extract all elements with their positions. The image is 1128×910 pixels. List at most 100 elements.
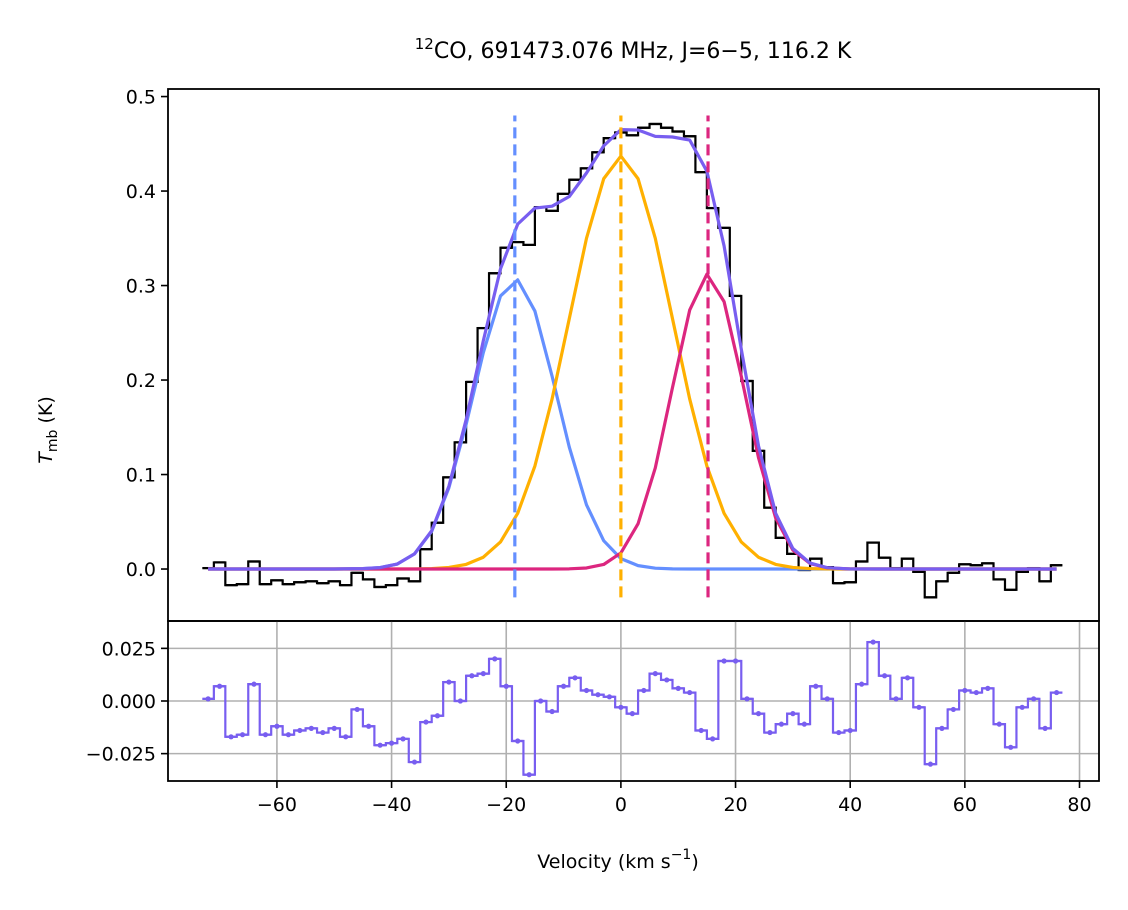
y-tick-label: 0.4: [126, 181, 156, 203]
title-main: CO, 691473.076 MHz, J=6−5, 116.2 K: [434, 39, 852, 64]
point: [1053, 689, 1060, 696]
ylabel-rest: (K): [35, 396, 57, 429]
point: [480, 671, 486, 677]
point: [710, 736, 716, 742]
y-tick-label: −0.025: [86, 744, 156, 766]
point: [836, 729, 842, 736]
point: [652, 671, 658, 677]
point: [687, 689, 693, 696]
point: [354, 706, 360, 713]
point: [308, 725, 314, 731]
point: [377, 742, 383, 748]
x-tick-label: 40: [838, 794, 862, 816]
x-tick-label: −20: [486, 794, 526, 816]
xlabel-sup: −1: [671, 847, 692, 863]
point: [400, 736, 406, 742]
y-tick-label: 0.3: [126, 276, 156, 298]
ylabel-sub: mb: [45, 429, 61, 452]
point: [274, 723, 280, 729]
point: [205, 696, 211, 702]
plot-frame: [167, 88, 1100, 622]
point: [560, 683, 567, 689]
point: [492, 656, 498, 662]
y-tick-label: 0.0: [126, 559, 156, 581]
point: [583, 687, 590, 694]
point: [641, 687, 647, 694]
point: [755, 711, 762, 717]
x-tick-label: 60: [953, 794, 977, 816]
point: [457, 698, 463, 704]
point: [675, 685, 681, 691]
y-tick-label: 0.1: [126, 465, 156, 487]
point: [778, 721, 785, 727]
point: [262, 732, 269, 738]
point: [285, 732, 291, 738]
point: [526, 772, 532, 778]
point: [893, 696, 899, 702]
point: [538, 698, 544, 704]
point: [870, 639, 876, 645]
point: [881, 673, 888, 679]
point: [985, 685, 991, 691]
step-connector: [202, 640, 1063, 776]
point: [767, 729, 773, 736]
point: [388, 740, 395, 746]
point: [950, 706, 956, 713]
point: [366, 723, 372, 729]
x-axis-label: Velocity (km s−1): [537, 847, 699, 873]
point: [801, 721, 807, 727]
point: [216, 683, 223, 689]
point: [549, 708, 555, 715]
point: [239, 732, 246, 738]
title-sup: 12: [415, 35, 434, 53]
point: [939, 725, 945, 731]
point: [1019, 704, 1025, 710]
point: [515, 738, 521, 744]
x-tick-label: −40: [372, 794, 412, 816]
point: [343, 734, 349, 740]
point: [1008, 744, 1014, 750]
point: [331, 725, 337, 731]
point: [664, 677, 670, 683]
step-connector: [202, 122, 1063, 599]
y-tick-label: 0.5: [126, 87, 156, 109]
fit-curve: [208, 128, 1057, 571]
point: [228, 734, 234, 740]
point: [572, 675, 578, 681]
point: [606, 694, 613, 700]
point: [973, 689, 979, 696]
fit-curve: [208, 272, 1057, 571]
point: [629, 711, 635, 717]
x-tick-label: 20: [723, 794, 747, 816]
point: [790, 711, 796, 717]
x-tick-label: 80: [1067, 794, 1091, 816]
x-tick-label: 0: [615, 794, 627, 816]
point: [813, 683, 819, 689]
point: [744, 696, 750, 702]
point: [411, 759, 418, 765]
y-tick-label: 0.000: [102, 691, 156, 713]
point: [996, 721, 1002, 727]
y-tick-label: 0.2: [126, 370, 156, 392]
point: [320, 729, 326, 736]
point: [916, 704, 922, 710]
chart-title: 12CO, 691473.076 MHz, J=6−5, 116.2 K: [415, 35, 852, 64]
plot-frame: [167, 620, 1100, 782]
point: [698, 727, 704, 734]
point: [297, 727, 303, 734]
point: [904, 675, 911, 681]
point: [618, 704, 624, 710]
point: [732, 658, 739, 664]
point: [446, 679, 452, 685]
x-tick-label: −60: [257, 794, 297, 816]
point: [503, 683, 509, 689]
fit-curve: [208, 278, 1057, 571]
point: [423, 719, 429, 725]
point: [927, 761, 934, 767]
point: [721, 658, 727, 664]
y-axis-label: Tmb (K): [35, 396, 61, 463]
point: [1031, 696, 1037, 702]
fit-curve: [208, 154, 1057, 571]
ylabel-main: T: [35, 451, 57, 464]
